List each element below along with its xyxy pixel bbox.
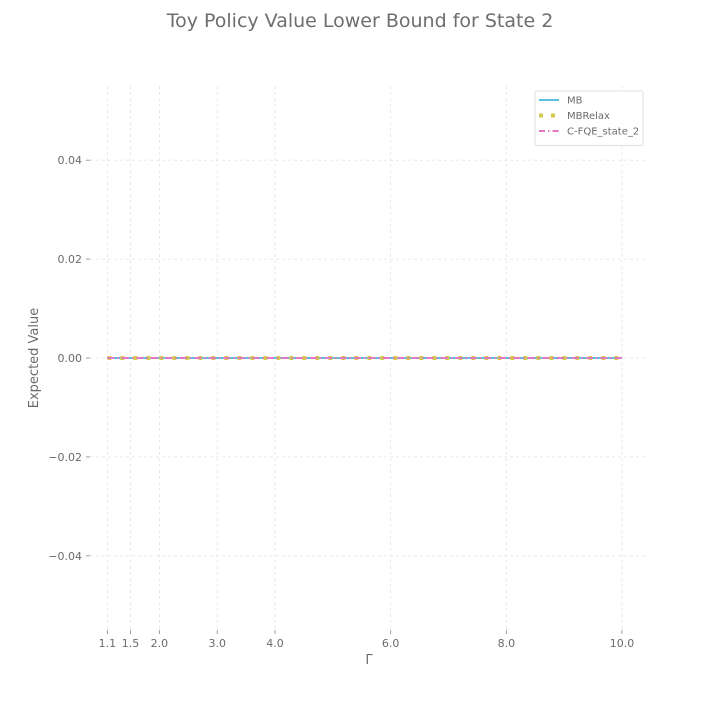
y-tick-label: 0.00 [58,352,83,365]
x-tick-label: 1.5 [122,637,140,650]
x-tick-label: 3.0 [208,637,226,650]
x-axis-label: Γ [365,653,373,668]
x-tick-label: 4.0 [266,637,284,650]
y-tick-label: −0.02 [48,451,82,464]
legend: MB MBRelax C-FQE_state_2 [534,90,644,146]
legend-label: MB [567,96,583,107]
legend-label: C-FQE_state_2 [567,127,639,138]
y-axis-label: Expected Value [27,308,42,408]
legend-box [534,90,644,146]
x-tick-label: 2.0 [151,637,169,650]
chart-title: Toy Policy Value Lower Bound for State 2 [166,10,554,32]
axes: 1.1 1.5 2.0 3.0 4.0 6.0 8.0 10.0 −0.04 −0.02 0.00 0… [48,154,634,650]
x-tick-label: 10.0 [610,637,635,650]
y-tick-label: 0.04 [58,154,83,167]
x-tick-label: 1.1 [99,637,117,650]
y-tick-label: 0.02 [58,253,83,266]
x-tick-label: 6.0 [382,637,400,650]
x-tick-label: 8.0 [498,637,516,650]
y-tick-label: −0.04 [48,550,82,563]
legend-label: MBRelax [567,111,610,122]
